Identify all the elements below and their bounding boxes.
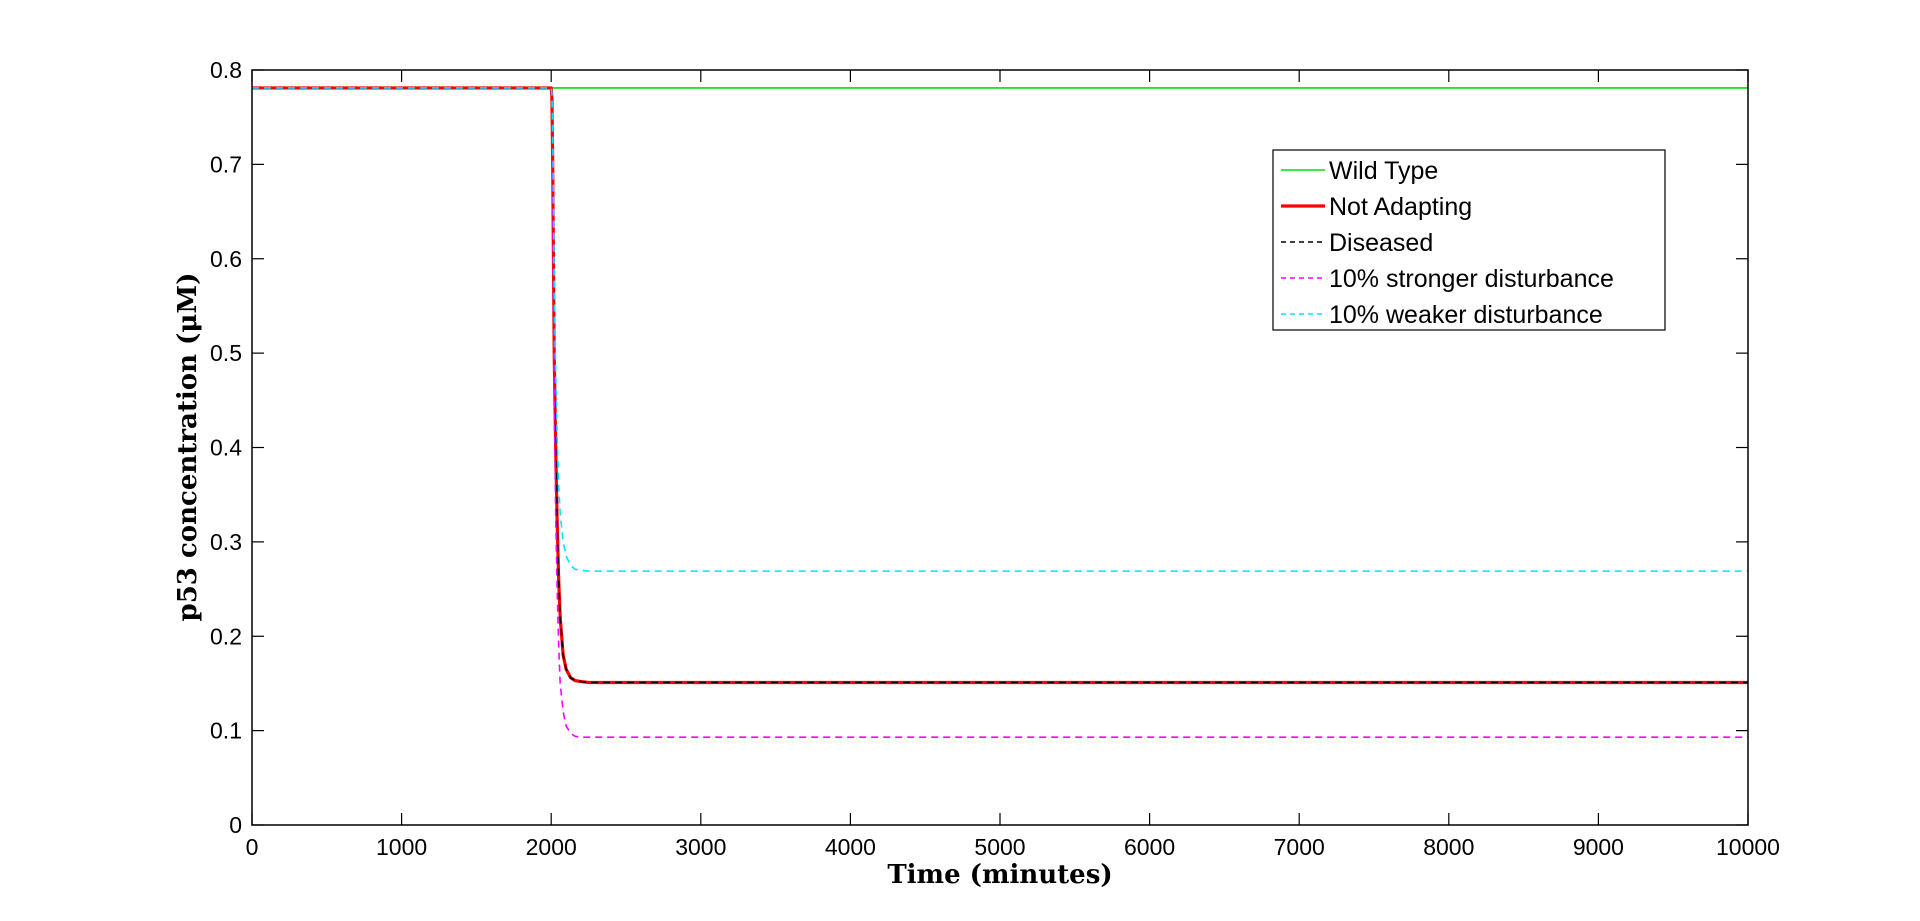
y-tick-label: 0.6 [210, 246, 242, 272]
y-tick-label: 0.2 [210, 623, 242, 649]
legend-label-2: Diseased [1329, 229, 1433, 257]
x-tick-label: 5000 [974, 834, 1025, 860]
legend-box [1272, 149, 1666, 331]
x-tick-label: 3000 [675, 834, 726, 860]
legend-label-4: 10% weaker disturbance [1329, 301, 1603, 329]
x-axis-title: Time (minutes) [887, 860, 1112, 890]
legend: Wild Type Not Adapting Diseased 10% stronge… [1272, 149, 1666, 331]
y-tick-label: 0 [229, 812, 242, 838]
x-tick-label: 2000 [526, 834, 577, 860]
y-tick-label: 0.4 [210, 435, 242, 461]
y-tick-label: 0.5 [210, 340, 242, 366]
series-line-4 [252, 87, 1748, 572]
x-tick-label: 8000 [1423, 834, 1474, 860]
y-axis-title: p53 concentration (μM) [173, 273, 203, 622]
legend-label-3: 10% stronger disturbance [1329, 265, 1614, 293]
x-tick-label: 1000 [376, 834, 427, 860]
legend-label-0: Wild Type [1329, 157, 1438, 185]
x-tick-label: 6000 [1124, 834, 1175, 860]
x-tick-label: 10000 [1716, 834, 1780, 860]
y-tick-label: 0.3 [210, 529, 242, 555]
legend-label-1: Not Adapting [1329, 193, 1472, 221]
y-tick-label: 0.8 [210, 57, 242, 83]
x-tick-label: 9000 [1573, 834, 1624, 860]
y-tick-label: 0.1 [210, 718, 242, 744]
tick-layer: 0 1000 2000 3000 4000 5000 6000 7000 8000 9000 100… [210, 57, 1780, 860]
x-tick-label: 0 [246, 834, 259, 860]
x-tick-label: 7000 [1274, 834, 1325, 860]
series-layer [252, 86, 1748, 739]
x-tick-label: 4000 [825, 834, 876, 860]
y-tick-label: 0.7 [210, 151, 242, 177]
